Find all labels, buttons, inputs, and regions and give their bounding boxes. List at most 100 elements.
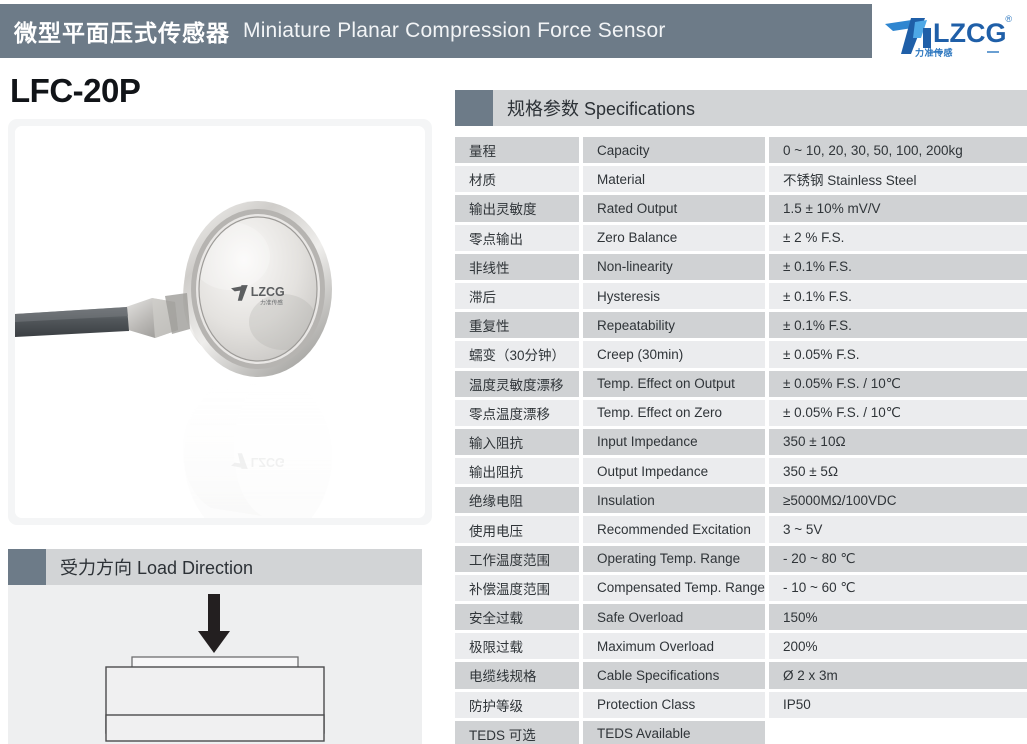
table-row: 极限过载 Maximum Overload 200% xyxy=(455,633,1027,663)
table-row: TEDS 可选 TEDS Available xyxy=(455,720,1027,744)
page-header-bar: 微型平面压式传感器 Miniature Planar Compression F… xyxy=(0,4,872,58)
spec-label-en: Zero Balance xyxy=(583,224,769,254)
product-panel: LFC-20P xyxy=(8,72,440,525)
page-title: LFC-20P xyxy=(10,72,141,109)
section-title-bar: 受力方向 Load Direction xyxy=(46,549,422,585)
header-title-en: Miniature Planar Compression Force Senso… xyxy=(243,19,666,42)
specifications-section: 规格参数 Specifications 量程 Capacity 0 ~ 10, 20,… xyxy=(455,90,1027,744)
specifications-header: 规格参数 Specifications xyxy=(455,90,1027,126)
company-logo: LZCG ® 力准传感 xyxy=(881,8,1013,58)
section-accent-block xyxy=(8,549,46,585)
specifications-title-en: Specifications xyxy=(584,99,696,119)
table-row: 安全过载 Safe Overload 150% xyxy=(455,604,1027,634)
spec-label-en: Recommended Excitation xyxy=(583,516,769,546)
spec-label-cn: 电缆线规格 xyxy=(455,662,583,692)
spec-label-cn: 补偿温度范围 xyxy=(455,574,583,604)
engraved-logo: LZCG 力准传感 xyxy=(231,285,285,306)
spec-label-en: Maximum Overload xyxy=(583,633,769,663)
spec-label-en: TEDS Available xyxy=(583,720,769,744)
spec-value: Ø 2 x 3m xyxy=(769,662,1027,692)
spec-label-cn: 防护等级 xyxy=(455,691,583,721)
load-cell-photo-illustration: LZCG 力准传感 xyxy=(15,126,425,518)
spec-label-en: Creep (30min) xyxy=(583,341,769,371)
spec-label-cn: 工作温度范围 xyxy=(455,545,583,575)
spec-value: 1.5 ± 10% mV/V xyxy=(769,195,1027,225)
spec-label-cn: 重复性 xyxy=(455,312,583,342)
spec-label-en: Material xyxy=(583,166,769,196)
spec-label-en: Capacity xyxy=(583,137,769,167)
lzcg-logo-icon: LZCG xyxy=(885,18,1007,54)
spec-value: ± 0.05% F.S. xyxy=(769,341,1027,371)
specifications-table-body: 量程 Capacity 0 ~ 10, 20, 30, 50, 100, 200kg… xyxy=(455,137,1027,744)
table-row: 零点输出 Zero Balance ± 2 % F.S. xyxy=(455,224,1027,254)
spec-value xyxy=(769,721,1027,744)
spec-value: - 20 ~ 80 ℃ xyxy=(769,545,1027,575)
spec-value: ± 0.1% F.S. xyxy=(769,312,1027,342)
table-row: 工作温度范围 Operating Temp. Range - 20 ~ 80 ℃ xyxy=(455,545,1027,575)
spec-label-en: Protection Class xyxy=(583,691,769,721)
table-row: 蠕变（30分钟） Creep (30min) ± 0.05% F.S. xyxy=(455,341,1027,371)
table-row: 电缆线规格 Cable Specifications Ø 2 x 3m xyxy=(455,662,1027,692)
spec-label-en: Cable Specifications xyxy=(583,662,769,692)
table-row: 防护等级 Protection Class IP50 xyxy=(455,691,1027,721)
spec-label-en: Safe Overload xyxy=(583,604,769,634)
spec-label-cn: 使用电压 xyxy=(455,516,583,546)
specifications-title-cn: 规格参数 xyxy=(507,99,579,119)
spec-value: 150% xyxy=(769,604,1027,634)
spec-value: ≥5000MΩ/100VDC xyxy=(769,487,1027,517)
spec-value: 350 ± 5Ω xyxy=(769,458,1027,488)
spec-label-cn: 零点输出 xyxy=(455,224,583,254)
spec-label-en: Temp. Effect on Output xyxy=(583,370,769,400)
spec-label-cn: 绝缘电阻 xyxy=(455,487,583,517)
spec-label-en: Hysteresis xyxy=(583,282,769,313)
spec-value: ± 0.1% F.S. xyxy=(769,253,1027,283)
spec-label-en: Non-linearity xyxy=(583,253,769,283)
spec-label-cn: 输出灵敏度 xyxy=(455,195,583,225)
table-row: 使用电压 Recommended Excitation 3 ~ 5V xyxy=(455,516,1027,546)
spec-label-cn: 零点温度漂移 xyxy=(455,399,583,429)
section-accent-block xyxy=(455,90,493,126)
svg-text:力准传感: 力准传感 xyxy=(260,298,283,306)
spec-label-cn: 材质 xyxy=(455,166,583,196)
spec-label-cn: 蠕变（30分钟） xyxy=(455,341,583,371)
spec-label-en: Input Impedance xyxy=(583,428,769,459)
spec-label-cn: 输入阻抗 xyxy=(455,428,583,459)
load-direction-title-cn: 受力方向 xyxy=(60,558,132,578)
force-arrow-icon xyxy=(198,594,230,653)
spec-label-cn: 非线性 xyxy=(455,253,583,283)
spec-label-en: Output Impedance xyxy=(583,458,769,488)
spec-label-en: Insulation xyxy=(583,487,769,517)
spec-label-cn: 温度灵敏度漂移 xyxy=(455,370,583,400)
svg-text:LZCG: LZCG xyxy=(933,18,1007,48)
spec-label-en: Temp. Effect on Zero xyxy=(583,399,769,429)
spec-label-en: Operating Temp. Range xyxy=(583,545,769,575)
table-row: 输出阻抗 Output Impedance 350 ± 5Ω xyxy=(455,458,1027,488)
product-photo-frame: LZCG 力准传感 xyxy=(8,119,432,525)
spec-value: 350 ± 10Ω xyxy=(769,428,1027,459)
table-row: 温度灵敏度漂移 Temp. Effect on Output ± 0.05% F.S… xyxy=(455,370,1027,400)
spec-label-cn: 安全过载 xyxy=(455,604,583,634)
spec-value: ± 0.1% F.S. xyxy=(769,282,1027,313)
table-row: 补偿温度范围 Compensated Temp. Range - 10 ~ 60 ℃ xyxy=(455,574,1027,604)
header-title-cn: 微型平面压式传感器 xyxy=(14,20,230,46)
table-row: 材质 Material 不锈钢 Stainless Steel xyxy=(455,166,1027,196)
spec-value: IP50 xyxy=(769,691,1027,721)
spec-label-cn: 量程 xyxy=(455,137,583,167)
load-direction-header: 受力方向 Load Direction xyxy=(8,549,422,585)
load-direction-diagram xyxy=(8,585,422,744)
spec-value: 0 ~ 10, 20, 30, 50, 100, 200kg xyxy=(769,137,1027,167)
spec-value: 3 ~ 5V xyxy=(769,516,1027,546)
spec-value: ± 2 % F.S. xyxy=(769,224,1027,254)
spec-label-en: Compensated Temp. Range xyxy=(583,574,769,604)
table-row: 零点温度漂移 Temp. Effect on Zero ± 0.05% F.S. /… xyxy=(455,399,1027,429)
registered-trademark-icon: ® xyxy=(1005,14,1012,24)
spec-label-en: Rated Output xyxy=(583,195,769,225)
table-row: 输入阻抗 Input Impedance 350 ± 10Ω xyxy=(455,428,1027,459)
spec-label-cn: 输出阻抗 xyxy=(455,458,583,488)
spec-value: - 10 ~ 60 ℃ xyxy=(769,574,1027,604)
section-title-bar: 规格参数 Specifications xyxy=(493,90,1027,126)
table-row: 输出灵敏度 Rated Output 1.5 ± 10% mV/V xyxy=(455,195,1027,225)
spec-value: ± 0.05% F.S. / 10℃ xyxy=(769,399,1027,429)
svg-text:LZCG: LZCG xyxy=(251,285,285,299)
